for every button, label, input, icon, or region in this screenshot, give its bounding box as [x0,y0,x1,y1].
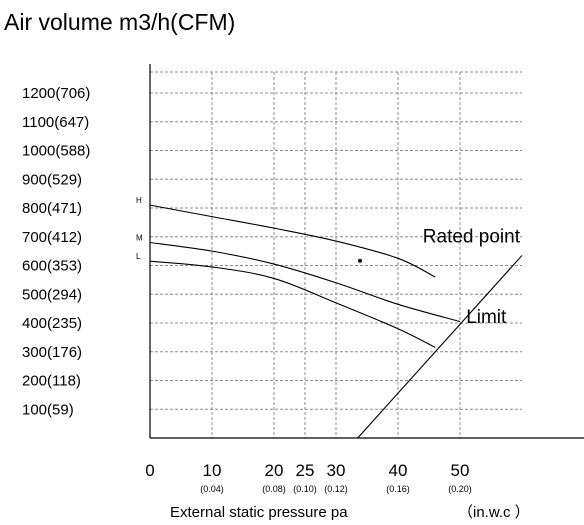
series-label-m: M [136,234,143,243]
y-tick-label: 1000(588) [22,143,90,160]
x-axis-unit-label: （in.w.c ） [458,504,530,521]
y-tick-label: 600(353) [22,258,82,275]
y-tick-label: 300(176) [22,344,82,361]
y-tick-label: 100(59) [22,401,74,418]
y-tick-label: 200(118) [22,373,81,390]
annotation-limit: Limit [466,307,507,328]
series-limit [357,255,523,439]
x-tick-sublabel: (0.04) [200,484,224,494]
y-tick-label: 1200(706) [22,85,90,102]
series-h [149,204,436,278]
chart-title: Air volume m3/h(CFM) [4,9,235,35]
y-tick-label: 800(471) [22,200,82,217]
x-tick-label: 0 [145,461,154,480]
y-tick-label: 700(412) [22,229,82,246]
grid [150,71,522,438]
x-tick-sublabel: (0.08) [262,484,286,494]
y-tick-labels: 100(59) 200(118) 300(176) 400(235) 500(294) 6… [22,85,90,418]
y-tick-label: 400(235) [22,315,82,332]
curve-labels: H ML Rated point Limit [136,196,521,328]
x-tick-sublabel: (0.16) [386,484,410,494]
series-m [149,241,461,323]
series-label-l: L [136,252,141,261]
series-curves [149,204,523,439]
x-tick-sublabel: (0.12) [324,484,348,494]
series-label-h: H [136,196,142,205]
y-tick-label: 900(529) [22,171,82,188]
x-tick-label: 20 [265,461,284,480]
x-axis-label: External static pressure pa [170,504,348,521]
x-tick-label: 40 [389,461,408,480]
x-tick-sublabel: (0.10) [293,484,317,494]
x-tick-label: 30 [327,461,346,480]
x-tick-labels: 0 10 (0.04) 20 (0.08) 25 (0.10) 30 (0.12) 40 (0.16… [145,461,471,494]
annotation-rated-point: Rated point [423,227,521,248]
series-l [149,260,436,348]
x-tick-label: 25 [296,461,315,480]
y-tick-label: 1100(647) [22,114,89,131]
y-tick-label: 500(294) [22,286,82,303]
x-tick-label: 10 [203,461,222,480]
x-tick-label: 50 [451,461,470,480]
x-tick-sublabel: (0.20) [448,484,472,494]
rated-point-marker [358,258,362,263]
